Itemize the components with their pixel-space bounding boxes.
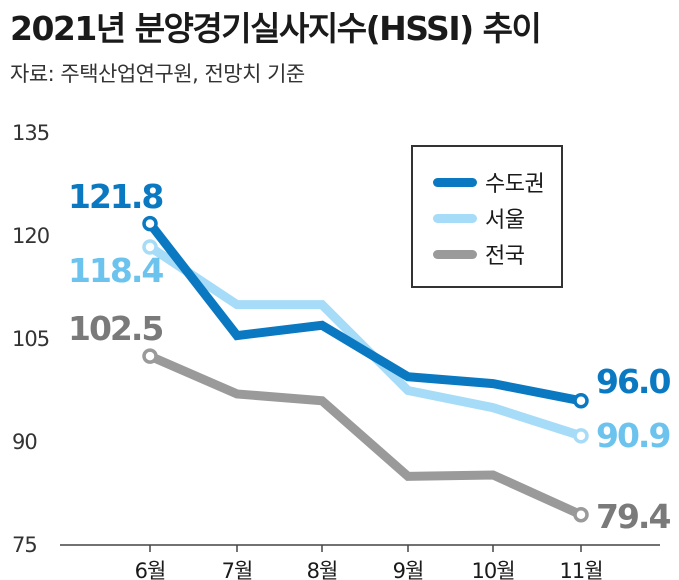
legend-label-seoul: 서울 xyxy=(485,208,525,233)
series-marker-0 xyxy=(142,348,158,364)
y-tick-label: 120 xyxy=(12,224,49,248)
data-label-start: 102.5 xyxy=(68,309,162,348)
legend-swatch-nationwide xyxy=(433,249,477,259)
series-marker-1 xyxy=(142,239,158,255)
series-marker-1 xyxy=(573,428,589,444)
x-tick-label: 9월 xyxy=(393,559,424,580)
legend-item-capital-area: 수도권 xyxy=(433,167,545,197)
y-tick-label: 135 xyxy=(12,121,49,145)
series-line-2 xyxy=(146,220,582,406)
chart-source: 자료: 주택산업연구원, 전망치 기준 xyxy=(10,62,305,86)
series-marker-2 xyxy=(142,215,158,232)
series-line-0 xyxy=(148,352,583,519)
y-tick-label: 75 xyxy=(12,533,37,557)
legend-label-capital-area: 수도권 xyxy=(485,172,545,197)
legend-item-seoul: 서울 xyxy=(433,203,525,233)
series-marker-2 xyxy=(573,393,589,409)
legend-swatch-capital-area xyxy=(433,177,477,187)
x-tick-label: 11월 xyxy=(559,559,602,580)
legend-item-nationwide: 전국 xyxy=(433,239,525,269)
legend-label-nationwide: 전국 xyxy=(485,244,525,269)
x-tick-label: 6월 xyxy=(135,559,166,580)
chart-title: 2021년 분양경기실사지수(HSSI) 추이 xyxy=(10,9,542,48)
series-marker-0 xyxy=(573,507,589,523)
x-tick-label: 8월 xyxy=(307,559,338,580)
data-label-start: 118.4 xyxy=(68,251,163,290)
data-label-end: 96.0 xyxy=(596,362,670,401)
data-label-start: 121.8 xyxy=(68,177,162,216)
x-tick-label: 10월 xyxy=(471,559,514,580)
y-tick-label: 105 xyxy=(12,327,49,351)
legend-swatch-seoul xyxy=(433,213,477,223)
x-tick-label: 7월 xyxy=(222,559,253,580)
data-label-end: 79.4 xyxy=(596,497,670,536)
chart-legend: 수도권 서울 전국 xyxy=(411,145,563,288)
y-tick-label: 90 xyxy=(12,430,37,454)
data-label-end: 90.9 xyxy=(596,416,669,455)
